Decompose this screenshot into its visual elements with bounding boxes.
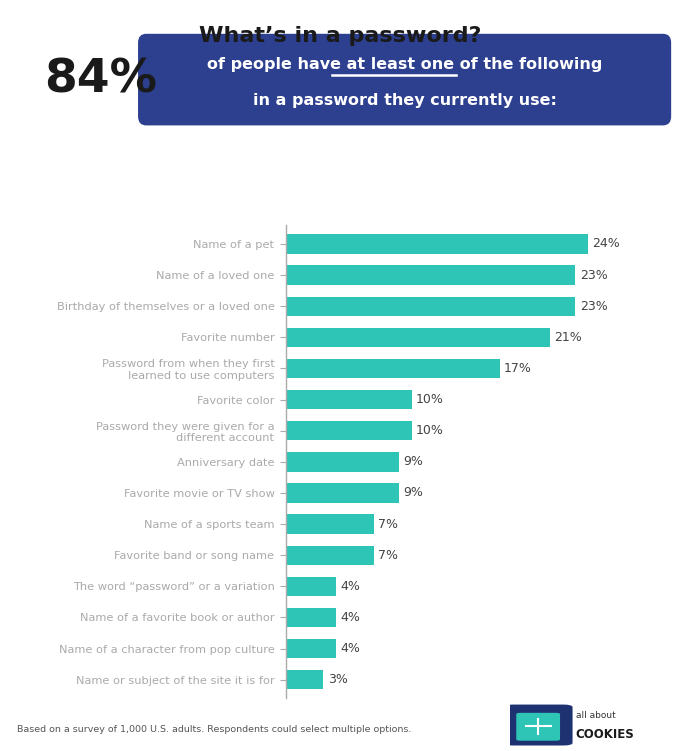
Text: 4%: 4% [341, 642, 360, 655]
Bar [286, 390, 411, 409]
FancyBboxPatch shape [504, 704, 573, 746]
Bar [286, 421, 411, 440]
Bar [286, 670, 324, 689]
Text: 17%: 17% [504, 362, 532, 375]
Text: What’s in a password?: What’s in a password? [199, 26, 481, 47]
Bar [286, 452, 399, 472]
Bar [286, 484, 399, 502]
Text: 4%: 4% [341, 580, 360, 593]
Bar [286, 577, 336, 596]
Bar [286, 545, 374, 565]
Bar [286, 359, 500, 379]
Text: 9%: 9% [403, 455, 423, 469]
Text: 7%: 7% [378, 517, 398, 531]
Bar [286, 234, 588, 254]
Bar [286, 608, 336, 627]
Text: 24%: 24% [592, 237, 620, 251]
Text: 10%: 10% [416, 424, 444, 437]
Bar [286, 297, 575, 316]
FancyBboxPatch shape [516, 713, 560, 740]
Text: in a password they currently use:: in a password they currently use: [253, 92, 556, 107]
Text: 4%: 4% [341, 611, 360, 624]
Text: 3%: 3% [328, 673, 347, 686]
Text: 21%: 21% [554, 331, 582, 344]
Text: 23%: 23% [579, 269, 607, 282]
Bar [286, 265, 575, 285]
Text: 23%: 23% [579, 300, 607, 312]
Text: COOKIES: COOKIES [576, 728, 634, 740]
Bar [286, 514, 374, 534]
Text: 9%: 9% [403, 487, 423, 499]
Text: 10%: 10% [416, 393, 444, 406]
Bar [286, 639, 336, 659]
Bar [286, 327, 550, 347]
Text: of people have at least one of the following: of people have at least one of the follo… [207, 57, 602, 72]
Text: all about: all about [576, 711, 615, 720]
Text: 84%: 84% [44, 57, 157, 102]
Text: Based on a survey of 1,000 U.S. adults. Respondents could select multiple option: Based on a survey of 1,000 U.S. adults. … [17, 725, 411, 734]
Text: 7%: 7% [378, 549, 398, 562]
